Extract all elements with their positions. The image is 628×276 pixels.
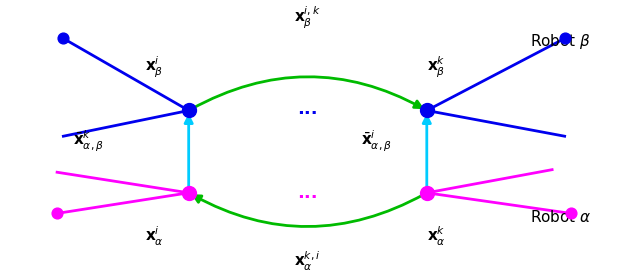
FancyArrowPatch shape (185, 116, 192, 190)
Text: $\mathbf{x}_{\beta}^{k}$: $\mathbf{x}_{\beta}^{k}$ (427, 55, 445, 79)
Text: $\mathbf{x}_{\alpha}^{k}$: $\mathbf{x}_{\alpha}^{k}$ (427, 225, 446, 248)
Text: $\mathbf{x}_{\beta}^{i}$: $\mathbf{x}_{\beta}^{i}$ (145, 55, 163, 79)
Point (560, 36, 570, 41)
Point (52, 211, 62, 216)
Text: $\mathbf{x}_{\alpha}^{i}$: $\mathbf{x}_{\alpha}^{i}$ (145, 225, 164, 248)
Text: ...: ... (298, 100, 318, 118)
Text: Robot $\alpha$: Robot $\alpha$ (530, 209, 592, 225)
Point (422, 108, 432, 113)
Point (58, 36, 68, 41)
Text: ...: ... (298, 184, 318, 202)
Point (566, 211, 576, 216)
Point (183, 108, 193, 113)
FancyArrowPatch shape (191, 77, 421, 109)
Point (183, 191, 193, 195)
Text: Robot $\beta$: Robot $\beta$ (530, 31, 591, 51)
Text: $\bar{\mathbf{x}}_{\alpha,\beta}^{i}$: $\bar{\mathbf{x}}_{\alpha,\beta}^{i}$ (361, 129, 392, 154)
Text: $\mathbf{x}_{\beta}^{i,k}$: $\mathbf{x}_{\beta}^{i,k}$ (295, 5, 321, 31)
FancyArrowPatch shape (423, 116, 430, 190)
Text: $\mathbf{x}_{\alpha}^{k,i}$: $\mathbf{x}_{\alpha}^{k,i}$ (295, 250, 321, 273)
Text: $\bar{\mathbf{x}}_{\alpha,\beta}^{k}$: $\bar{\mathbf{x}}_{\alpha,\beta}^{k}$ (73, 129, 104, 154)
FancyArrowPatch shape (194, 194, 425, 227)
Point (422, 191, 432, 195)
